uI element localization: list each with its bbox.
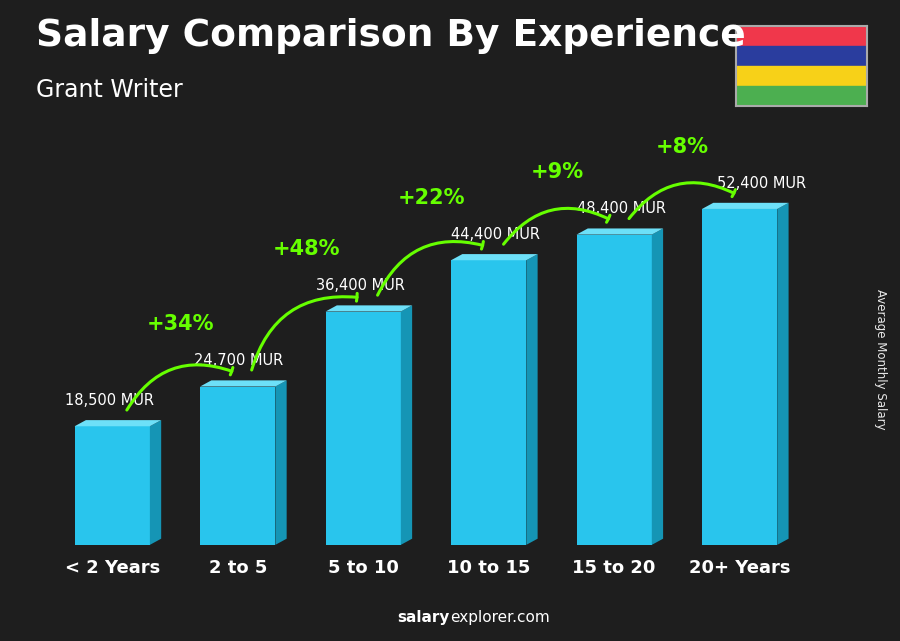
Text: 36,400 MUR: 36,400 MUR (316, 278, 404, 293)
Polygon shape (652, 228, 663, 545)
Polygon shape (778, 203, 788, 545)
Text: +48%: +48% (273, 239, 340, 259)
Polygon shape (702, 203, 788, 209)
Text: +8%: +8% (656, 137, 709, 156)
Polygon shape (577, 235, 652, 545)
Polygon shape (75, 420, 161, 426)
Polygon shape (451, 260, 526, 545)
Polygon shape (75, 426, 150, 545)
Bar (736, 46, 867, 65)
Polygon shape (400, 305, 412, 545)
Polygon shape (702, 209, 778, 545)
Text: 52,400 MUR: 52,400 MUR (717, 176, 806, 190)
Text: +34%: +34% (147, 314, 214, 334)
Text: salary: salary (398, 610, 450, 625)
Text: 18,500 MUR: 18,500 MUR (65, 393, 154, 408)
Bar (736, 65, 867, 86)
Text: +22%: +22% (398, 188, 465, 208)
Text: explorer.com: explorer.com (450, 610, 550, 625)
Text: 48,400 MUR: 48,400 MUR (577, 201, 665, 216)
Polygon shape (451, 254, 537, 260)
Text: Salary Comparison By Experience: Salary Comparison By Experience (36, 18, 746, 54)
Polygon shape (200, 387, 275, 545)
Polygon shape (326, 305, 412, 312)
Polygon shape (326, 312, 400, 545)
Bar (736, 26, 867, 46)
Bar (736, 86, 867, 106)
Text: Grant Writer: Grant Writer (36, 78, 183, 102)
Polygon shape (275, 380, 287, 545)
Text: Average Monthly Salary: Average Monthly Salary (874, 288, 886, 429)
Polygon shape (200, 380, 287, 387)
Polygon shape (150, 420, 161, 545)
Text: +9%: +9% (530, 162, 583, 182)
Text: 24,700 MUR: 24,700 MUR (194, 353, 284, 368)
Text: 44,400 MUR: 44,400 MUR (451, 227, 540, 242)
Polygon shape (526, 254, 537, 545)
Polygon shape (577, 228, 663, 235)
